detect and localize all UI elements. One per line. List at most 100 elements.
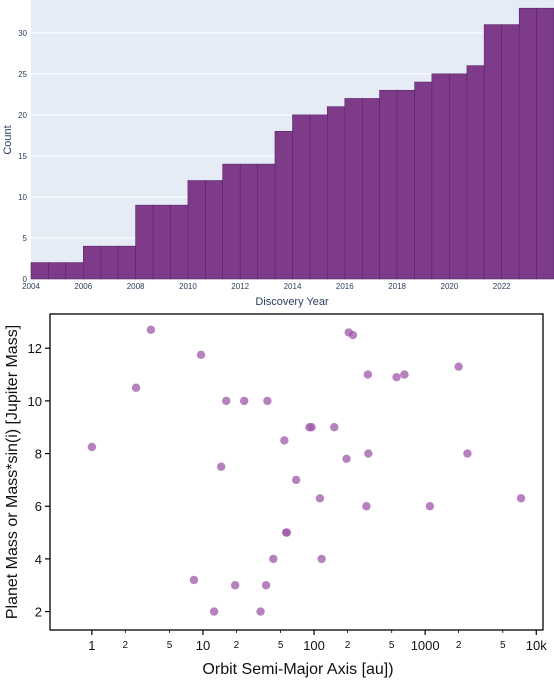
histogram-x-tick-label: 2020 <box>441 282 459 291</box>
histogram-bar <box>396 89 415 280</box>
scatter-y-ticks: 2 4 6 8 10 12 <box>28 341 50 620</box>
histogram-bar <box>117 245 136 280</box>
histogram-bar <box>239 163 259 280</box>
scatter-point <box>196 350 206 360</box>
scatter-x-minor-tick-label: 5 <box>500 640 506 651</box>
scatter-point <box>263 396 272 406</box>
histogram-bar <box>309 114 328 280</box>
histogram-bar <box>30 262 49 280</box>
scatter-y-axis-title: Planet Mass or Mass*sin(i) [Jupiter Mass… <box>4 325 21 619</box>
histogram-bar <box>518 7 537 280</box>
histogram-bar <box>100 245 119 280</box>
histogram-bars <box>30 7 554 280</box>
histogram-bar <box>205 180 223 280</box>
scatter-y-tick-label: 10 <box>28 394 42 409</box>
scatter-chart: 2 4 6 8 10 12 1 10 100 1000 10k 2 5 2 5 2 5 2 5 Orbit Sem… <box>4 313 547 678</box>
scatter-x-minor-tick-label: 5 <box>389 640 395 651</box>
histogram-y-tick-label: 10 <box>18 193 27 202</box>
histogram-y-ticks: 0 5 10 15 20 25 30 <box>18 29 27 284</box>
histogram-x-tick-label: 2016 <box>336 282 354 291</box>
scatter-y-tick-label: 8 <box>35 447 42 462</box>
histogram-y-tick-label: 0 <box>23 275 28 284</box>
scatter-point <box>189 575 199 585</box>
scatter-x-tick-label: 10k <box>526 638 547 653</box>
histogram-bar <box>449 73 468 280</box>
scatter-points <box>87 325 526 616</box>
histogram-bar <box>466 65 485 280</box>
scatter-point <box>348 330 358 340</box>
histogram-x-tick-label: 2004 <box>22 282 40 291</box>
scatter-point <box>362 502 371 511</box>
scatter-x-minor-tick-label: 2 <box>234 640 240 651</box>
histogram-bar <box>135 204 154 280</box>
scatter-point <box>239 396 249 406</box>
histogram-bar <box>152 204 171 280</box>
scatter-point <box>291 475 301 485</box>
scatter-point <box>342 454 351 464</box>
scatter-x-minor-tick-label: 2 <box>123 640 129 651</box>
scatter-x-minor-tick-label: 2 <box>456 640 462 651</box>
histogram-y-tick-label: 20 <box>18 111 27 120</box>
scatter-point <box>330 423 339 432</box>
histogram-y-axis-title: Count <box>2 125 14 154</box>
scatter-x-tick-label: 1 <box>88 638 95 653</box>
scatter-y-tick-label: 12 <box>28 341 42 356</box>
histogram-x-tick-label: 2008 <box>127 282 145 291</box>
histogram-y-tick-label: 5 <box>23 234 28 243</box>
histogram-bar <box>344 98 363 280</box>
histogram-x-tick-label: 2018 <box>388 282 406 291</box>
scatter-point <box>131 383 141 392</box>
scatter-point <box>516 494 526 503</box>
histogram-y-tick-label: 25 <box>18 70 27 79</box>
histogram-bar <box>326 106 346 280</box>
histogram-bar <box>222 163 241 280</box>
histogram-y-tick-label: 15 <box>18 152 27 161</box>
histogram-bar <box>483 24 503 280</box>
scatter-x-minor-tick-label: 5 <box>278 640 284 651</box>
scatter-point <box>425 502 435 511</box>
histogram-bar <box>83 245 102 280</box>
scatter-point <box>463 449 472 458</box>
scatter-point <box>364 449 373 458</box>
histogram-bar <box>170 204 189 280</box>
scatter-x-tick-label: 1000 <box>411 638 440 653</box>
scatter-point <box>217 462 226 471</box>
scatter-point <box>209 607 219 616</box>
histogram-bar <box>65 262 84 280</box>
histogram-bar <box>379 89 398 280</box>
histogram-bar <box>48 262 67 280</box>
scatter-point <box>282 528 292 537</box>
scatter-point <box>392 373 401 382</box>
scatter-plot-frame <box>49 313 544 631</box>
scatter-y-tick-label: 4 <box>35 552 42 567</box>
histogram-x-tick-label: 2006 <box>74 282 92 291</box>
scatter-point <box>307 423 316 432</box>
histogram-x-tick-label: 2014 <box>284 282 302 291</box>
scatter-x-ticks: 1 10 100 1000 10k 2 5 2 5 2 5 2 5 <box>88 630 547 653</box>
histogram-x-tick-label: 2010 <box>179 282 197 291</box>
histogram-bar <box>536 7 554 280</box>
histogram-bar <box>501 24 520 280</box>
histogram-y-tick-label: 30 <box>18 29 27 38</box>
scatter-point <box>400 370 409 379</box>
histogram-bar <box>362 98 380 280</box>
scatter-x-minor-tick-label: 5 <box>167 640 173 651</box>
scatter-point <box>363 370 373 379</box>
scatter-x-tick-label: 10 <box>196 638 210 653</box>
histogram-bar <box>414 81 433 280</box>
histogram-bar <box>274 130 293 280</box>
histogram-x-tick-label: 2022 <box>493 282 511 291</box>
histogram-bar <box>257 163 276 280</box>
scatter-y-tick-label: 6 <box>35 499 42 514</box>
scatter-point <box>317 554 326 564</box>
scatter-point <box>256 607 265 616</box>
scatter-point <box>280 436 289 445</box>
scatter-point <box>261 581 271 590</box>
scatter-point <box>230 581 240 590</box>
scatter-y-tick-label: 2 <box>35 605 42 620</box>
scatter-point <box>87 442 97 452</box>
histogram-x-axis-title: Discovery Year <box>255 296 329 308</box>
histogram-x-ticks: 2004 2006 2008 2010 2012 2014 2016 2018 2020 2022 <box>22 282 511 291</box>
histogram-x-tick-label: 2012 <box>231 282 249 291</box>
histogram-bar <box>292 114 311 280</box>
